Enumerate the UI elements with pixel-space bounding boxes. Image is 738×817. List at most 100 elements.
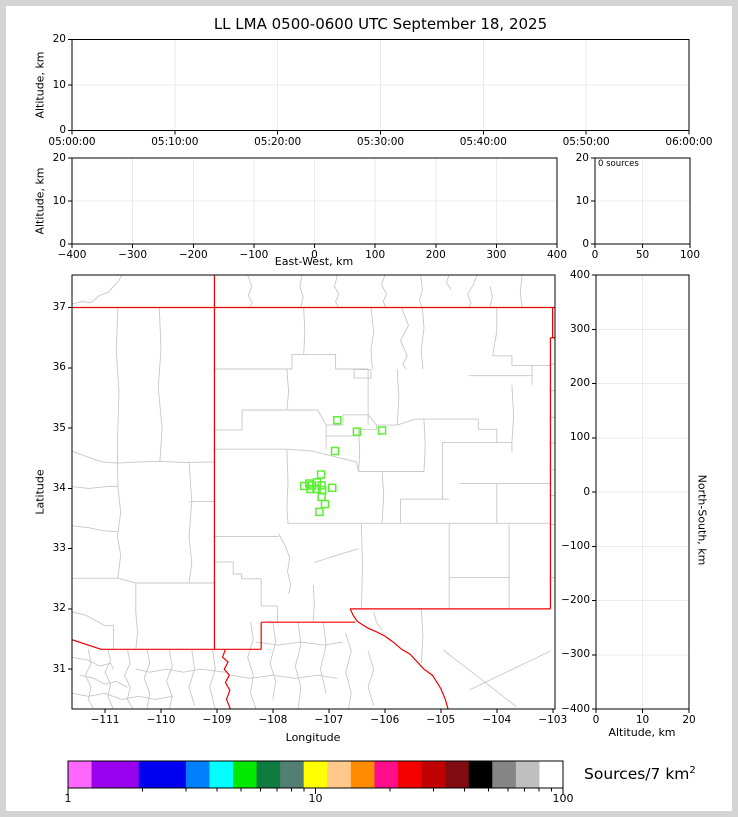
county-line [299, 275, 304, 308]
county-line [326, 425, 377, 437]
map-layer [72, 275, 555, 709]
county-line [367, 414, 398, 426]
county-line [397, 418, 479, 426]
county-line [84, 649, 95, 709]
colorbar-label: Sources/7 km2 [584, 765, 696, 783]
source-marker [312, 478, 322, 487]
county-line [519, 275, 523, 308]
county-line [334, 275, 340, 308]
county-line [314, 548, 359, 563]
source-marker [315, 507, 324, 517]
colorbar-tick-label: 10 [308, 792, 323, 805]
alt-ew-ylabel: Altitude, km [33, 167, 47, 235]
county-line [143, 649, 151, 709]
colorbar-label-sup: 2 [689, 765, 696, 776]
county-line [489, 286, 493, 308]
county-line [381, 471, 385, 524]
colorbar-cell [209, 761, 234, 788]
county-line [419, 275, 423, 308]
source-marker [377, 426, 387, 435]
county-line [269, 622, 277, 700]
alt-ns-xlabel: Altitude, km [608, 726, 676, 739]
colorbar-cell [539, 761, 564, 788]
colorbar-cell [138, 761, 163, 788]
county-line [477, 419, 513, 453]
county-line [214, 409, 318, 431]
county-line [358, 429, 361, 472]
county-line [188, 461, 193, 584]
county-line [303, 307, 306, 355]
source-marker [333, 416, 342, 425]
county-line [511, 384, 515, 443]
county-line [209, 649, 216, 709]
page-title: LL LMA 0500-0600 UTC September 18, 2025 [213, 15, 548, 33]
county-line [370, 307, 375, 370]
alt-ew-xlabel: East-West, km [274, 255, 354, 268]
county-line [72, 450, 215, 464]
colorbar-tick-label: 100 [552, 792, 574, 805]
county-line [294, 622, 302, 709]
source-marker [320, 499, 330, 509]
county-line [72, 692, 173, 700]
colorbar-cell [280, 761, 305, 788]
county-line [247, 275, 253, 308]
county-line [188, 649, 196, 706]
county-line [115, 307, 120, 487]
county-line [135, 668, 226, 673]
source-marker [352, 427, 362, 436]
alt-ns-right-label: North-South, km [695, 474, 709, 566]
county-line [367, 650, 375, 706]
map-ylabel: Latitude [33, 469, 47, 515]
panel-frame [71, 274, 556, 710]
county-line [104, 649, 114, 709]
colorbar-tick-label: 1 [64, 792, 72, 805]
county-line [400, 498, 450, 524]
county-line [124, 649, 134, 709]
county-line [278, 533, 292, 595]
county-line [260, 578, 278, 623]
county-line [345, 632, 352, 709]
source-marker [316, 470, 326, 479]
county-line [492, 307, 551, 366]
county-line [116, 486, 122, 579]
county-line [72, 577, 215, 584]
colorbar-cell [185, 761, 211, 788]
county-line [157, 307, 163, 462]
county-line [445, 275, 452, 290]
county-line [420, 307, 425, 370]
colorbar-label-text: Sources/7 km [584, 765, 690, 784]
county-line [381, 275, 388, 308]
county-line [320, 622, 327, 694]
colorbar-cell [68, 761, 93, 788]
colorbar-cell [327, 761, 352, 788]
map-xlabel: Longitude [285, 731, 341, 744]
county-line [396, 368, 400, 426]
colorbar-cell [91, 761, 116, 788]
source-marker [327, 483, 337, 493]
colorbar-cell [421, 761, 446, 788]
county-line [72, 275, 123, 305]
state-border-line [221, 649, 231, 709]
county-line [291, 354, 369, 370]
county-line [214, 561, 262, 580]
colorbar-cell [515, 761, 541, 788]
county-line [400, 307, 409, 370]
county-line [166, 649, 173, 709]
colorbar-cell [445, 761, 470, 788]
county-line [286, 448, 360, 472]
county-line [317, 409, 369, 426]
county-line [256, 641, 343, 646]
county-line [72, 611, 114, 650]
county-line [469, 650, 551, 691]
county-line [72, 486, 118, 489]
county-line [467, 275, 478, 308]
county-line [312, 584, 315, 623]
colorbar-cell [398, 761, 423, 788]
colorbar-cell [468, 761, 493, 788]
colorbar-cell [350, 761, 376, 788]
alt-time-ylabel: Altitude, km [33, 51, 47, 119]
county-line [286, 449, 289, 524]
state-border-line [349, 608, 449, 709]
